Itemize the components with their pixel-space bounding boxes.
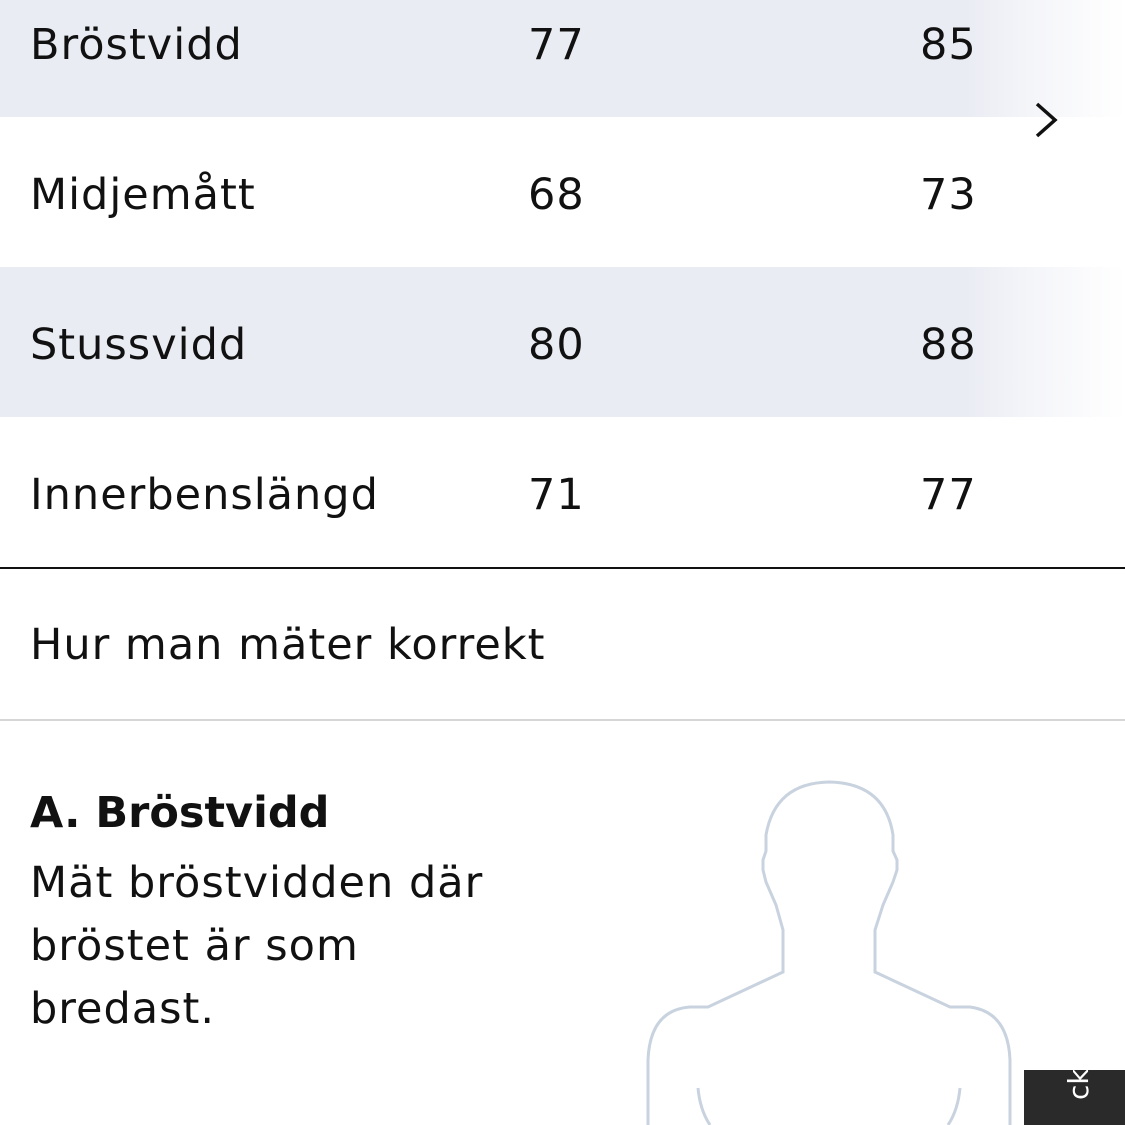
- row-value: 88: [920, 320, 977, 370]
- divider: [0, 567, 1125, 569]
- row-value: 77: [920, 470, 977, 520]
- table-row-brostvidd: Bröstvidd 77 85: [0, 0, 1125, 117]
- row-value: 80: [528, 320, 585, 370]
- row-value: 71: [528, 470, 585, 520]
- measurement-description: Mät bröstvidden där bröstet är som breda…: [30, 858, 484, 1034]
- chevron-right-icon[interactable]: [1030, 100, 1060, 140]
- how-to-measure-heading[interactable]: Hur man mäter korrekt: [30, 620, 546, 670]
- table-row-stussvidd: Stussvidd 80 88: [0, 267, 1125, 417]
- row-label: Stussvidd: [30, 320, 248, 370]
- row-value: 77: [528, 20, 585, 70]
- measurement-title: A. Bröstvidd: [30, 788, 330, 838]
- row-label: Innerbenslängd: [30, 470, 379, 520]
- row-label: Bröstvidd: [30, 20, 243, 70]
- row-label: Midjemått: [30, 170, 256, 220]
- feedback-tab[interactable]: ck: [1024, 1070, 1125, 1125]
- feedback-tab-label: ck: [1062, 1070, 1095, 1100]
- divider: [0, 719, 1125, 721]
- table-row-midjematt: Midjemått 68 73: [0, 117, 1125, 267]
- row-value: 68: [528, 170, 585, 220]
- row-value: 85: [920, 20, 977, 70]
- row-value: 73: [920, 170, 977, 220]
- table-row-innerbenslangd: Innerbenslängd 71 77: [0, 417, 1125, 567]
